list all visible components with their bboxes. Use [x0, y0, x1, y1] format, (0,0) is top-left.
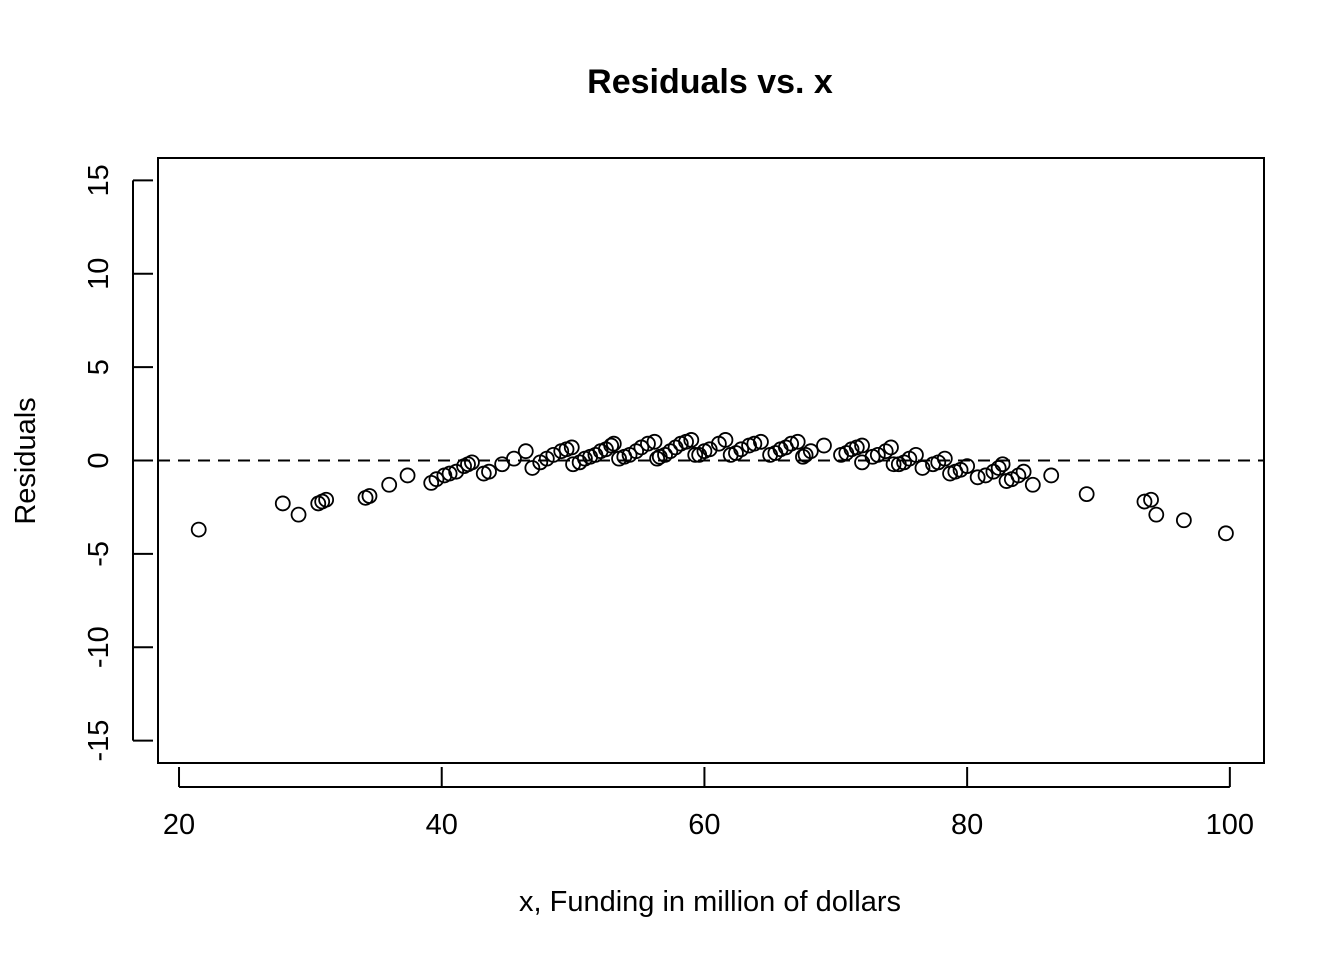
data-point [959, 458, 976, 475]
data-point [854, 454, 870, 471]
data-point [795, 448, 811, 465]
data-point [783, 435, 800, 452]
data-point [640, 435, 656, 452]
x-axis: 20 40 60 80 100 [163, 767, 1254, 841]
data-point [448, 463, 465, 480]
x-tick-label: 100 [1206, 809, 1254, 841]
y-axis: -15 -10 -5 0 5 10 15 [83, 164, 153, 762]
data-point [914, 460, 931, 476]
data-point [190, 521, 207, 538]
chart-title: Residuals vs. x [587, 63, 833, 101]
data-point [399, 467, 416, 484]
x-tick-label: 40 [426, 809, 458, 841]
x-tick-label: 60 [688, 809, 720, 841]
y-tick-label: 0 [83, 452, 115, 468]
data-point [1136, 493, 1153, 510]
data-point [545, 446, 562, 463]
data-point [381, 476, 398, 493]
data-point [605, 435, 622, 452]
y-tick-label: 5 [83, 359, 115, 375]
data-point [816, 437, 832, 454]
data-point [883, 439, 899, 456]
data-point [646, 433, 663, 450]
data-point [1043, 467, 1060, 484]
data-point [687, 446, 704, 463]
data-point [318, 491, 335, 508]
x-axis-label: x, Funding in million of dollars [519, 886, 901, 918]
data-point [994, 456, 1011, 473]
data-point [869, 446, 886, 463]
y-tick-label: -5 [83, 541, 115, 567]
data-point [464, 454, 480, 471]
x-tick-label: 80 [951, 809, 983, 841]
data-point [969, 469, 986, 486]
y-axis-label: Residuals [10, 397, 42, 524]
data-point [506, 450, 522, 467]
data-point [854, 437, 870, 454]
data-point [908, 446, 924, 463]
data-point [524, 460, 541, 476]
data-point [1175, 512, 1192, 529]
data-point [936, 450, 953, 467]
points-layer [190, 432, 1234, 542]
data-point [990, 460, 1007, 476]
data-point [481, 463, 497, 480]
data-point [428, 471, 445, 488]
data-point [1218, 525, 1234, 542]
data-point [733, 441, 750, 458]
data-point [977, 467, 994, 484]
data-point [1143, 491, 1159, 508]
data-point [1148, 506, 1165, 523]
data-point [683, 432, 700, 448]
data-point [753, 433, 769, 450]
data-point [1015, 463, 1032, 480]
data-point [802, 443, 819, 460]
data-point [361, 488, 378, 504]
data-point [517, 443, 534, 460]
data-point [274, 495, 291, 512]
data-point [441, 465, 458, 482]
data-point [290, 506, 307, 523]
data-point [746, 435, 763, 452]
data-point [1078, 486, 1095, 503]
data-point [649, 450, 666, 467]
data-point [563, 439, 580, 456]
data-point [1024, 476, 1041, 493]
data-point [789, 433, 806, 450]
x-tick-label: 20 [163, 809, 195, 841]
data-point [717, 432, 734, 448]
data-point [701, 441, 718, 458]
data-point [603, 437, 620, 454]
y-tick-label: 15 [83, 164, 115, 196]
data-point [885, 456, 902, 473]
y-tick-label: -15 [83, 720, 115, 762]
y-tick-label: 10 [83, 258, 115, 290]
y-tick-label: -10 [83, 626, 115, 668]
